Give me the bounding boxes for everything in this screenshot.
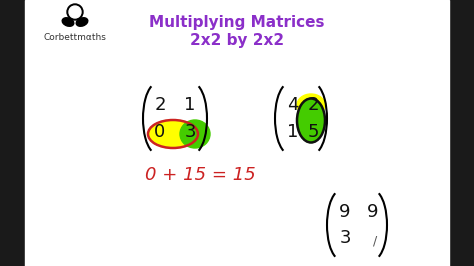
Text: 4: 4 — [287, 96, 299, 114]
Text: 9: 9 — [339, 203, 351, 221]
Text: 9: 9 — [367, 203, 379, 221]
Text: 0: 0 — [155, 123, 165, 141]
Ellipse shape — [148, 120, 198, 148]
Text: 1: 1 — [287, 123, 299, 141]
Text: 3: 3 — [184, 123, 196, 141]
Text: 3: 3 — [339, 229, 351, 247]
Text: 0 + 15 = 15: 0 + 15 = 15 — [145, 166, 256, 184]
Ellipse shape — [297, 98, 325, 143]
Text: 1: 1 — [184, 96, 196, 114]
Text: /: / — [373, 235, 377, 247]
Text: 2: 2 — [154, 96, 166, 114]
Ellipse shape — [180, 120, 210, 148]
Text: 2: 2 — [307, 96, 319, 114]
Circle shape — [69, 6, 81, 18]
Text: 2x2 by 2x2: 2x2 by 2x2 — [190, 32, 284, 48]
Ellipse shape — [62, 18, 74, 26]
Text: Corbettmαths: Corbettmαths — [44, 34, 107, 43]
Circle shape — [67, 4, 83, 20]
Bar — [25, 0, 449, 266]
Ellipse shape — [76, 18, 88, 26]
Ellipse shape — [297, 94, 325, 116]
Text: 5: 5 — [307, 123, 319, 141]
Text: Multiplying Matrices: Multiplying Matrices — [149, 15, 325, 30]
